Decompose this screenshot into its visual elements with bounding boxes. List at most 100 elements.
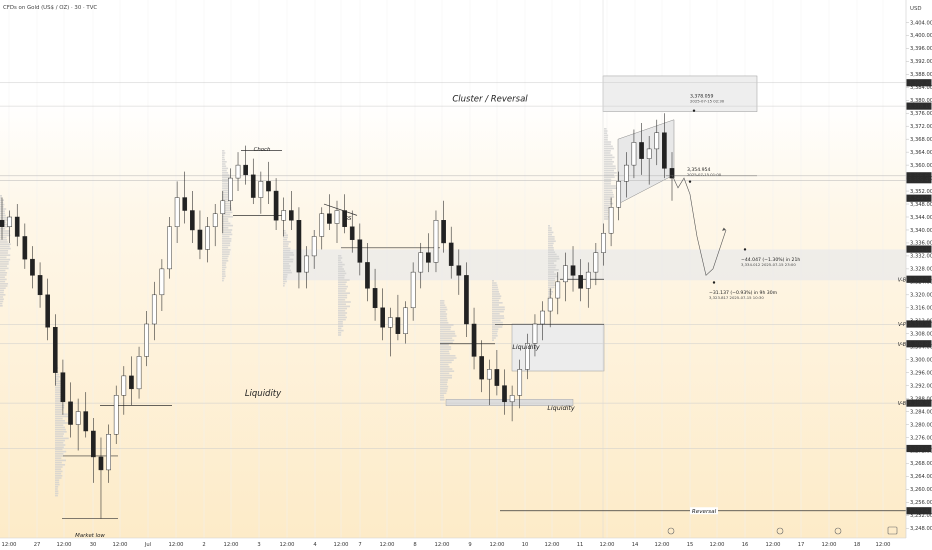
measure-flag-dot — [688, 180, 692, 183]
volume-profile-bar — [55, 446, 64, 448]
volume-profile-bar — [604, 213, 608, 216]
price-level-badge-label: 3,378.191 — [909, 104, 932, 110]
axis-icons[interactable] — [667, 526, 898, 535]
volume-profile-bar — [283, 249, 291, 252]
time-tick-label: 12:00 — [710, 542, 725, 548]
volume-profile-bar — [222, 150, 225, 152]
volume-profile-bar — [55, 426, 65, 429]
volume-profile-bar — [55, 417, 63, 420]
candle-body — [311, 236, 317, 257]
volume-profile-bar — [440, 313, 448, 315]
time-tick-label: 12:00 — [57, 542, 72, 548]
volume-profile-bar — [492, 335, 498, 337]
volume-profile-bar — [604, 154, 613, 156]
candle-body — [304, 255, 309, 273]
volume-profile-bar — [222, 158, 226, 161]
volume-profile-bar — [55, 439, 65, 442]
volume-profile-bar — [283, 238, 288, 241]
vb-label-2: V-B — [898, 342, 907, 348]
volume-profile-bar — [548, 258, 560, 260]
volume-profile-bar — [222, 277, 225, 280]
candle-body — [585, 271, 591, 289]
volume-profile-bar — [55, 404, 65, 407]
volume-profile-bar — [548, 280, 556, 282]
candle-body — [509, 395, 515, 403]
timezone-icon[interactable] — [667, 527, 675, 535]
volume-profile-bar — [338, 334, 342, 336]
volume-profile-bar — [338, 310, 346, 312]
volume-profile-bar — [604, 139, 608, 141]
volume-profile-bar — [338, 290, 346, 292]
volume-profile-bar — [55, 490, 59, 492]
volume-profile-bar — [604, 196, 615, 198]
volume-profile-bar — [55, 380, 62, 382]
volume-profile-bar — [0, 197, 3, 199]
candle-body — [532, 323, 538, 344]
volume-profile-bar — [283, 243, 289, 245]
volume-profile-bar — [440, 341, 453, 344]
candle-body — [327, 213, 332, 224]
event-icon-1[interactable] — [776, 527, 784, 535]
price-level-badge — [906, 399, 932, 407]
volume-profile-bar — [222, 242, 231, 244]
volume-profile-bar — [222, 246, 229, 249]
volume-profile-bar — [222, 222, 231, 225]
time-tick-label: 3 — [257, 542, 260, 548]
candle-body — [646, 148, 652, 159]
candle-body — [159, 268, 165, 296]
price-tick-label: 3,296.000 — [910, 370, 932, 376]
price-tick-label: 3,276.000 — [910, 435, 932, 441]
volume-profile-bar — [222, 257, 228, 260]
volume-profile-bar — [492, 319, 501, 322]
volume-profile-bar — [222, 251, 230, 253]
volume-profile-bar — [492, 306, 505, 308]
candle-body — [662, 132, 667, 169]
price-tick-label: 3,376.000 — [910, 111, 932, 117]
volume-profile-bar — [283, 267, 290, 269]
candle-body — [479, 356, 484, 380]
candle-body — [167, 226, 172, 270]
volume-profile-bar — [222, 231, 232, 233]
price-tick-label: 3,396.000 — [910, 46, 932, 52]
volume-profile-bar — [440, 374, 453, 377]
volume-profile-bar — [604, 207, 612, 209]
price-level-badge — [906, 172, 932, 180]
price-tick-label: 3,392.000 — [910, 59, 932, 65]
volume-profile-bar — [604, 180, 612, 183]
volume-profile-bar — [55, 393, 61, 396]
candle-body — [197, 229, 203, 250]
volume-profile-bar — [0, 195, 2, 197]
event-icon-2[interactable] — [834, 527, 842, 535]
price-level-badge-label: 3,253.415 — [909, 509, 932, 515]
volume-profile-bar — [492, 293, 500, 295]
volume-profile-bar — [222, 207, 232, 209]
candle-body — [502, 385, 507, 403]
volume-profile-bar — [0, 274, 7, 276]
time-tick-label: 12:00 — [600, 542, 615, 548]
volume-profile-bar — [440, 344, 449, 346]
volume-profile-bar — [492, 330, 498, 333]
volume-profile-bar — [548, 240, 556, 242]
price-axis[interactable]: 3,404.000 3,400.000 3,396.000 3,392.000 3,38… — [906, 20, 932, 532]
volume-profile-bar — [222, 271, 226, 273]
candle-body — [319, 213, 325, 237]
candle-body — [448, 242, 454, 266]
volume-profile-bar — [604, 136, 608, 139]
volume-profile-bar — [338, 294, 348, 297]
candle-body — [91, 430, 96, 458]
volume-profile-bar — [55, 378, 59, 380]
price-tick-label: 3,248.000 — [910, 526, 932, 532]
time-tick-label: 10 — [522, 542, 529, 548]
volume-profile-bar — [338, 321, 343, 323]
price-tick-label: 3,300.000 — [910, 357, 932, 363]
time-axis[interactable]: 12:00 27 12:00 30 12:00 Jul 12:00 2 12:00 3 12:00 4… — [2, 542, 891, 548]
volume-profile-bar — [604, 161, 615, 163]
flag-icon[interactable] — [887, 526, 898, 535]
volume-profile-bar — [222, 275, 226, 277]
candle-body — [22, 236, 28, 260]
vb-label-3: V-B — [898, 401, 907, 407]
volume-profile-bar — [440, 330, 455, 333]
choch-label: Choch — [254, 147, 271, 153]
time-tick-label: 12:00 — [766, 542, 781, 548]
